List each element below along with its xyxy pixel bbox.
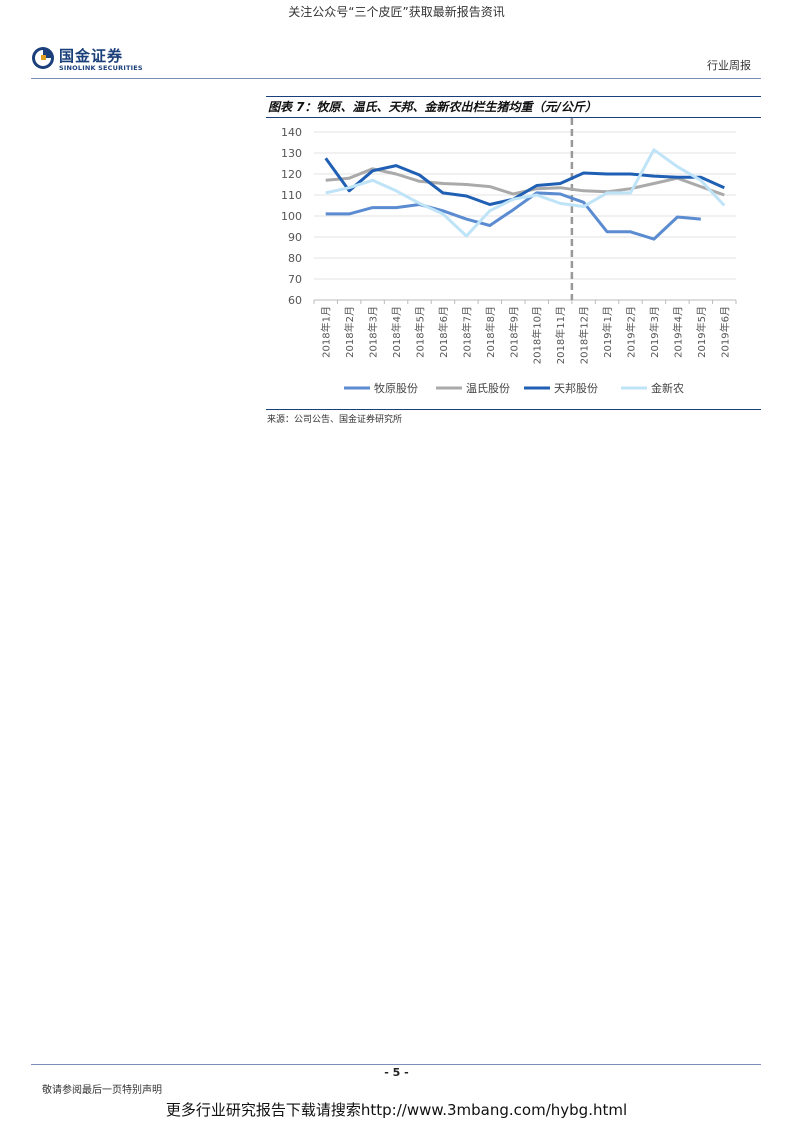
figure-top-rule (266, 96, 761, 97)
figure-title-rule (266, 117, 761, 118)
company-logo: 国金证券 SINOLINK SECURITIES (31, 46, 171, 76)
series-line-1 (325, 191, 701, 241)
x-tick-label: 2018年4月 (390, 306, 403, 358)
y-tick-label: 100 (281, 210, 302, 223)
footer-divider (31, 1064, 761, 1065)
x-tick-label: 2018年10月 (531, 306, 544, 364)
y-tick-label: 60 (288, 294, 302, 307)
download-link[interactable]: 更多行业研究报告下载请搜索http://www.3mbang.com/hybg.… (165, 1101, 628, 1119)
logo-chinese-name: 国金证券 (59, 47, 124, 65)
page-number: - 5 - (384, 1066, 409, 1079)
x-tick-label: 2019年5月 (695, 306, 708, 358)
logo-mark-icon (32, 47, 54, 69)
y-tick-label: 80 (288, 252, 302, 265)
disclaimer-note: 敬请参阅最后一页特别声明 (42, 1085, 162, 1096)
legend-label: 温氏股份 (466, 382, 510, 395)
x-tick-label: 2018年1月 (320, 306, 333, 358)
x-tick-label: 2018年12月 (578, 306, 591, 364)
x-tick-label: 2018年9月 (507, 306, 520, 358)
x-tick-label: 2019年3月 (648, 306, 661, 358)
y-tick-label: 110 (281, 189, 302, 202)
report-type: 行业周报 (707, 59, 751, 72)
legend-label: 牧原股份 (374, 381, 418, 395)
y-tick-label: 70 (288, 273, 302, 286)
x-tick-label: 2018年7月 (460, 306, 473, 358)
x-tick-label: 2019年2月 (625, 306, 638, 358)
figure-source: 来源：公司公告、国金证券研究所 (267, 415, 403, 425)
x-tick-label: 2018年11月 (554, 306, 567, 364)
x-tick-label: 2018年5月 (414, 306, 427, 358)
y-tick-label: 130 (281, 147, 302, 160)
header-divider (31, 78, 761, 79)
legend-label: 天邦股份 (554, 382, 598, 395)
top-banner: 关注公众号“三个皮匠”获取最新报告资讯 (288, 5, 505, 19)
y-tick-label: 140 (281, 126, 302, 139)
x-tick-label: 2018年6月 (437, 306, 450, 358)
legend-label: 金新农 (651, 381, 684, 395)
series-line-4 (325, 148, 726, 238)
x-tick-label: 2019年4月 (671, 306, 684, 358)
y-tick-label: 90 (288, 231, 302, 244)
x-tick-label: 2018年2月 (343, 306, 356, 358)
line-chart: 60 70 80 90 100 110 120 130 140 2018年1月 2018年2月 201… (281, 118, 737, 395)
x-tick-label: 2018年8月 (484, 306, 497, 358)
x-tick-label: 2019年6月 (718, 306, 731, 358)
figure-bottom-rule (266, 409, 761, 410)
figure-title: 图表 7：牧原、温氏、天邦、金新农出栏生猪均重（元/公斤） (268, 100, 597, 114)
x-tick-label: 2019年1月 (601, 306, 614, 358)
logo-english-name: SINOLINK SECURITIES (59, 64, 143, 72)
series-line-3 (324, 157, 725, 206)
y-tick-label: 120 (281, 168, 302, 181)
x-tick-label: 2018年3月 (367, 306, 380, 358)
